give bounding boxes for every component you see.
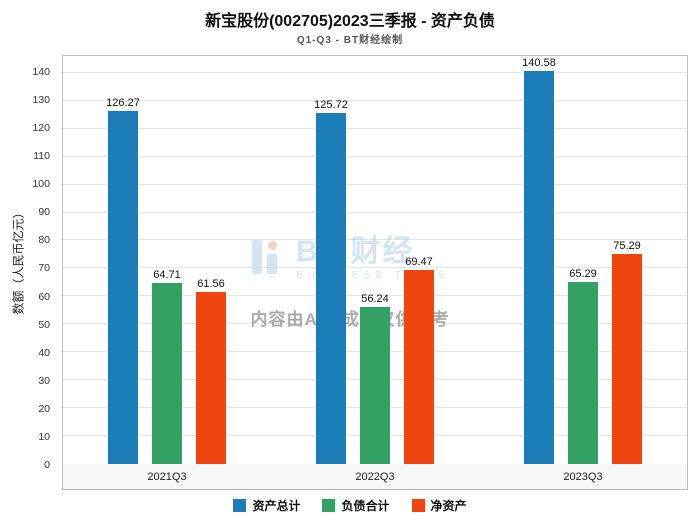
bar-value-label: 126.27 (106, 97, 140, 110)
bar-column: 75.29 (612, 56, 642, 464)
x-tick-label: 2021Q3 (147, 470, 187, 483)
legend: 资产总计 负债合计 净资产 (0, 497, 700, 514)
y-tick-label: 120 (32, 122, 50, 135)
bar (524, 71, 554, 464)
y-tick-label: 30 (38, 374, 50, 387)
legend-label: 负债合计 (341, 499, 390, 513)
legend-label: 资产总计 (252, 499, 301, 513)
x-tick-label: 2022Q3 (355, 470, 395, 483)
legend-swatch-icon (233, 499, 247, 512)
bar (196, 291, 226, 464)
legend-label: 净资产 (430, 499, 467, 513)
bar-column: 69.47 (404, 56, 434, 464)
bar (152, 283, 182, 464)
y-tick-label: 130 (32, 93, 50, 106)
bar-column: 65.29 (568, 56, 598, 464)
bar-group: 125.72 56.24 69.47 (271, 56, 479, 464)
chart-subtitle: Q1-Q3 - BT财经绘制 (296, 35, 404, 46)
y-tick-label: 60 (38, 290, 50, 303)
bar-value-label: 125.72 (314, 98, 348, 111)
bar (404, 269, 434, 464)
bar-column: 56.24 (360, 56, 390, 464)
y-tick-label: 0 (44, 459, 50, 471)
y-tick-label: 20 (38, 402, 50, 415)
bar-column: 126.27 (106, 56, 140, 464)
bar-value-label: 75.29 (613, 239, 641, 252)
y-axis-ticks: 0 10 20 30 40 50 60 70 80 90 100 110 120 130 140 (18, 55, 56, 471)
bar-value-label: 65.29 (569, 267, 597, 280)
bar-column: 125.72 (314, 56, 348, 464)
x-axis-labels: 2021Q3 2022Q3 2023Q3 (62, 464, 688, 490)
y-tick-label: 80 (38, 234, 50, 247)
bar (360, 306, 390, 464)
y-tick-label: 40 (38, 346, 50, 359)
bar-value-label: 140.58 (522, 57, 556, 70)
bar (568, 281, 598, 464)
legend-item[interactable]: 资产总计 (233, 497, 300, 514)
bar (612, 253, 642, 464)
bar-column: 140.58 (522, 56, 556, 464)
legend-item[interactable]: 净资产 (411, 497, 467, 514)
bar (108, 111, 138, 464)
y-tick-label: 140 (32, 65, 50, 78)
chart-title: 新宝股份(002705)2023三季报 - 资产负债 (205, 13, 495, 30)
bar-group: 126.27 64.71 61.56 (63, 56, 271, 464)
bar-value-label: 61.56 (197, 277, 225, 290)
y-tick-label: 100 (32, 178, 50, 191)
legend-swatch-icon (322, 499, 336, 512)
bar-column: 64.71 (152, 56, 182, 464)
plot-area: 126.27 64.71 61.56 125.72 56.24 69.47 140.58 65… (62, 55, 688, 465)
bar-value-label: 69.47 (405, 255, 433, 268)
bar-groups: 126.27 64.71 61.56 125.72 56.24 69.47 140.58 65… (63, 56, 687, 464)
y-tick-label: 50 (38, 318, 50, 331)
bar (316, 112, 346, 464)
y-tick-label: 90 (38, 206, 50, 219)
legend-swatch-icon (411, 499, 425, 512)
legend-item[interactable]: 负债合计 (322, 497, 390, 514)
bar-column: 61.56 (196, 56, 226, 464)
bar-value-label: 56.24 (361, 292, 389, 305)
bar-value-label: 64.71 (153, 269, 181, 282)
bar-group: 140.58 65.29 75.29 (479, 56, 687, 464)
y-tick-label: 70 (38, 262, 50, 275)
y-tick-label: 110 (33, 150, 50, 163)
y-tick-label: 10 (38, 430, 50, 443)
x-tick-label: 2023Q3 (563, 470, 603, 483)
